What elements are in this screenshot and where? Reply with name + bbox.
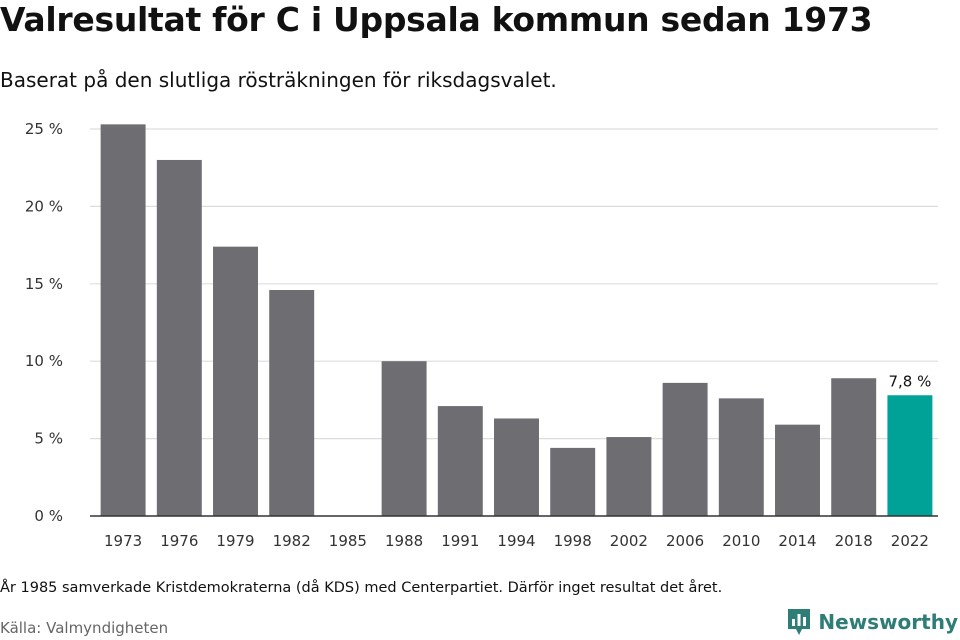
y-tick-label: 5 % (34, 430, 63, 448)
x-tick-label: 2018 (835, 532, 873, 550)
bar (718, 398, 764, 516)
data-label: 7,8 % (888, 372, 931, 390)
chart-subtitle: Baserat på den slutliga rösträkningen fö… (0, 68, 557, 92)
x-tick-label: 1973 (104, 532, 142, 550)
x-tick-label: 2014 (778, 532, 816, 550)
bar (887, 395, 933, 516)
y-tick-label: 10 % (25, 352, 63, 370)
bar (662, 382, 708, 516)
bar (831, 378, 877, 516)
y-tick-label: 25 % (25, 120, 63, 138)
chart-title: Valresultat för C i Uppsala kommun sedan… (0, 0, 873, 39)
brand-name: Newsworthy (818, 610, 958, 634)
x-tick-label: 2002 (610, 532, 648, 550)
bar (269, 289, 315, 516)
x-tick-label: 1976 (160, 532, 198, 550)
bar (213, 246, 258, 516)
brand-logo: Newsworthy (786, 607, 958, 637)
y-tick-label: 15 % (25, 275, 63, 293)
x-tick-label: 1982 (273, 532, 311, 550)
y-tick-label: 20 % (25, 197, 63, 215)
bar (775, 424, 820, 516)
newsworthy-logo-icon (788, 609, 811, 635)
x-tick-label: 1988 (385, 532, 423, 550)
bar (437, 406, 483, 516)
bar (156, 159, 202, 516)
x-tick-label: 2022 (891, 532, 929, 550)
bar (381, 361, 427, 516)
bar (606, 437, 652, 516)
x-tick-label: 1991 (441, 532, 479, 550)
bar (494, 418, 539, 516)
footnote: År 1985 samverkade Kristdemokraterna (då… (0, 580, 723, 596)
bar (100, 124, 146, 516)
bar (550, 447, 596, 516)
source-label: Källa: Valmyndigheten (0, 619, 169, 637)
x-tick-label: 2006 (666, 532, 704, 550)
x-tick-label: 1998 (554, 532, 592, 550)
y-tick-label: 0 % (34, 507, 63, 525)
x-tick-label: 1994 (497, 532, 535, 550)
bar-chart: 0 % 5 % 10 % 15 % 20 % 25 % 1973 1976 1979 1982 19… (25, 120, 938, 550)
x-tick-label: 1979 (216, 532, 254, 550)
x-tick-label: 2010 (722, 532, 760, 550)
x-tick-label: 1985 (329, 532, 367, 550)
